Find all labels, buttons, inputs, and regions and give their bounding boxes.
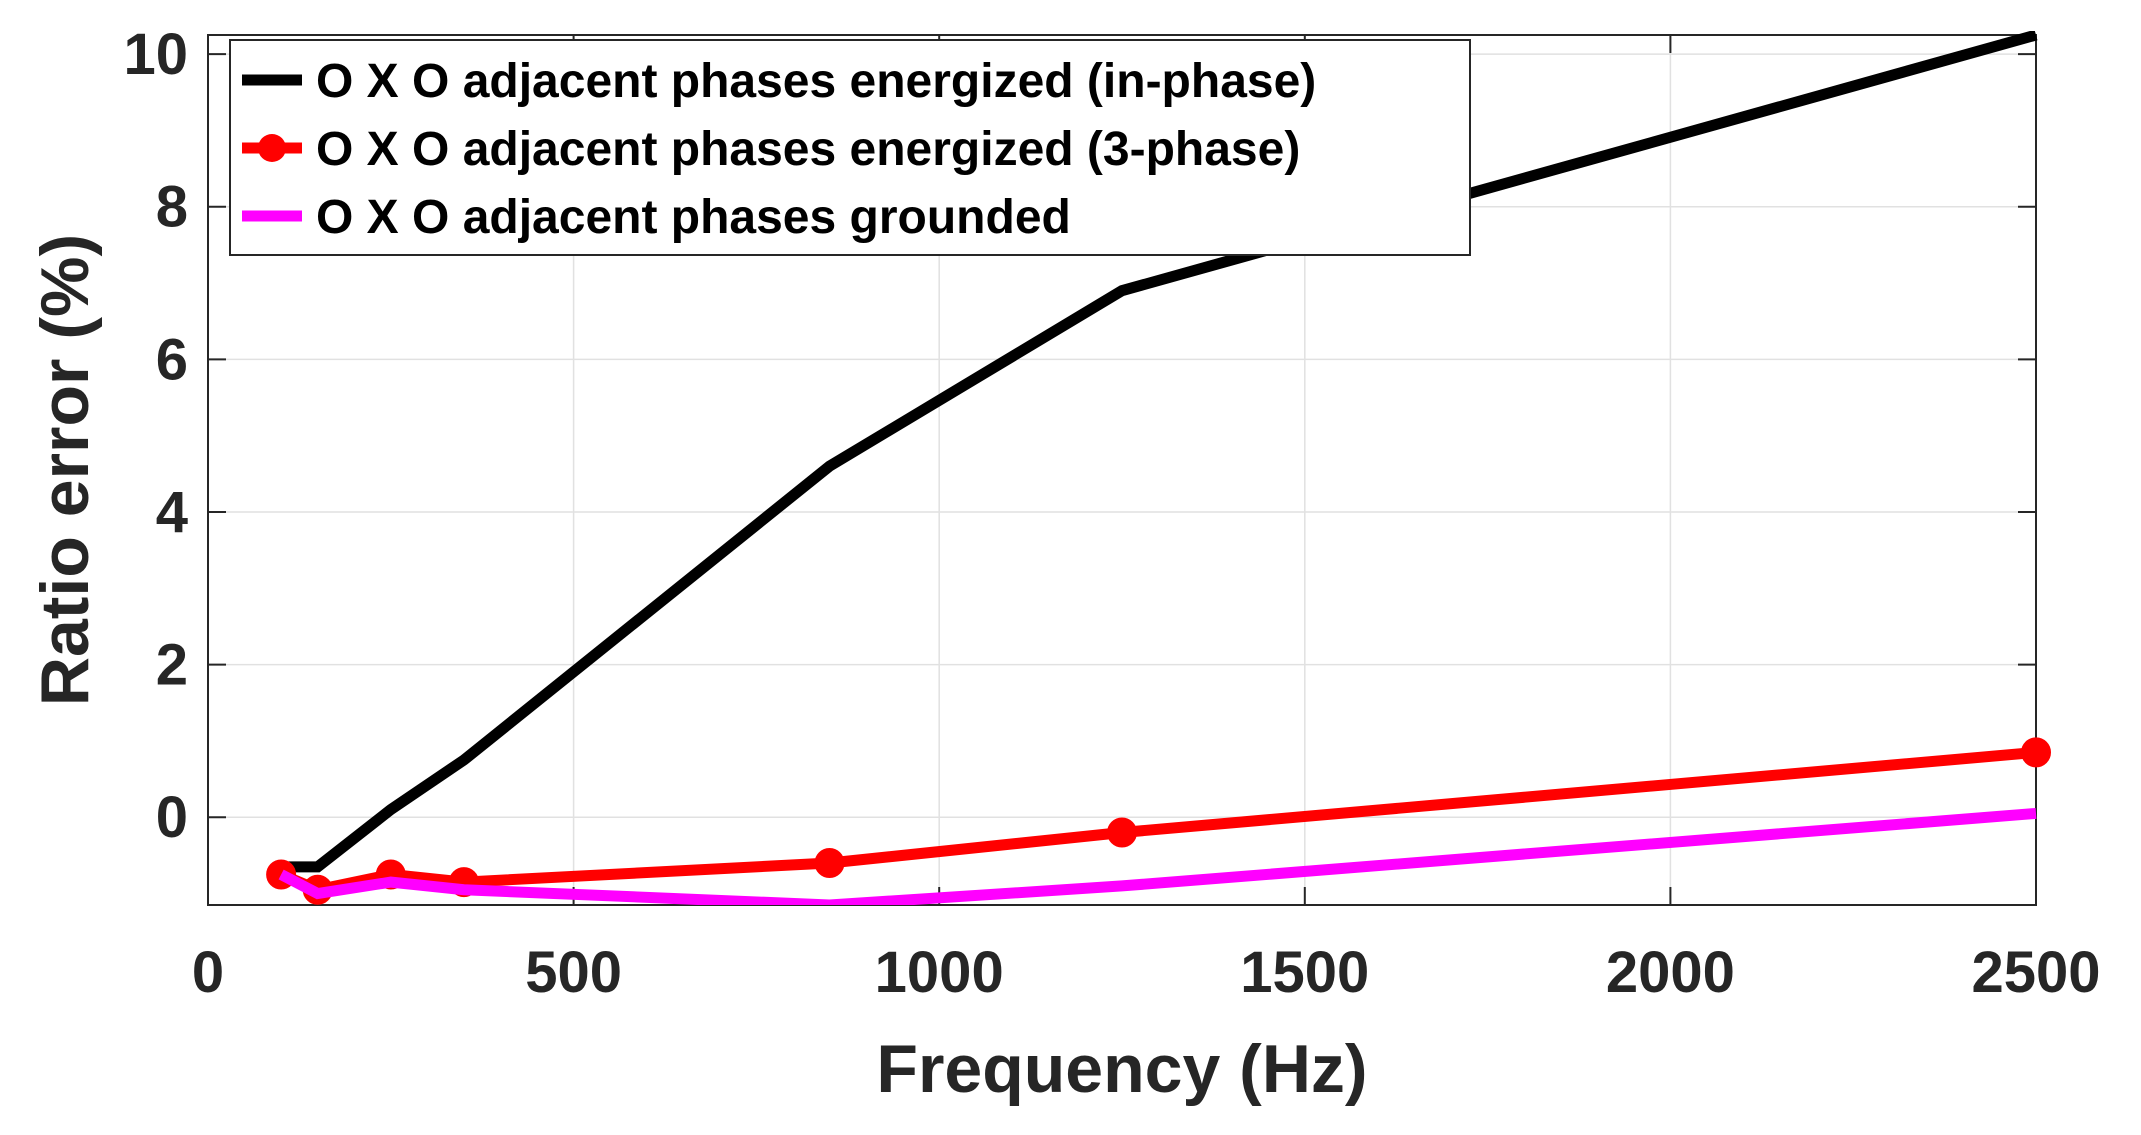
axis-layer: 0 500 1000 1500 2000 2500 0 2 4 6 8 10 — [123, 22, 2100, 1005]
series-line — [281, 31, 2038, 873]
x-tick-label: 1000 — [875, 940, 1004, 1005]
y-tick-label: 4 — [156, 480, 188, 545]
x-tick-label: 2000 — [1606, 940, 1735, 1005]
legend-entry-energized-3-phase: O X O adjacent phases energized (3-phase… — [242, 123, 1300, 176]
x-axis-title: Frequency (Hz) — [876, 1031, 1367, 1107]
plot-area — [207, 34, 2037, 906]
series-line — [278, 807, 2037, 905]
data-point — [2021, 737, 2051, 768]
y-tick-label: 0 — [156, 785, 188, 850]
series-energized-in-phase — [281, 31, 2038, 873]
legend-box — [229, 39, 1471, 256]
x-tick-label: 1500 — [1240, 940, 1369, 1005]
legend-entry-grounded: O X O adjacent phases grounded — [242, 191, 1071, 244]
legend-entry-energized-in-phase: O X O adjacent phases energized (in-phas… — [242, 55, 1316, 108]
x-tick-label: 2500 — [1971, 940, 2100, 1005]
legend-label: O X O adjacent phases energized (3-phase… — [316, 123, 1300, 176]
series-line — [279, 746, 2037, 896]
y-tick-label: 2 — [156, 633, 188, 698]
y-axis-title: Ratio error (%) — [27, 234, 103, 706]
x-tick-label: 500 — [525, 940, 622, 1005]
series-layer — [266, 31, 2051, 905]
legend-label: O X O adjacent phases energized (in-phas… — [316, 55, 1316, 108]
legend-marker — [258, 134, 286, 162]
legend-label: O X O adjacent phases grounded — [316, 191, 1071, 244]
data-point — [1107, 817, 1137, 848]
legend: O X O adjacent phases energized (in-phas… — [229, 39, 1471, 256]
y-tick-label: 10 — [123, 22, 188, 87]
series-grounded — [278, 807, 2037, 905]
x-tick-label: 0 — [192, 940, 224, 1005]
y-tick-label: 8 — [156, 175, 188, 240]
data-point — [814, 848, 845, 879]
y-tick-label: 6 — [156, 327, 188, 392]
